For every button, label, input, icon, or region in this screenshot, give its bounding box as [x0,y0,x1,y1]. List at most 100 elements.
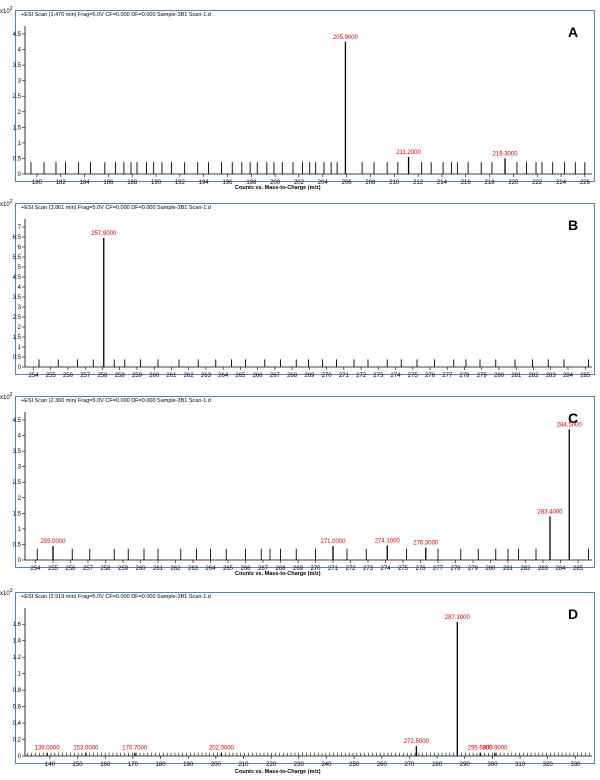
x-tick-label: 202 [294,180,305,186]
y-tick-label: 2 [18,496,22,502]
x-tick-label: 210 [389,180,400,186]
x-tick-label: 150 [73,762,84,768]
y-tick-label: 1 [18,345,22,351]
x-tick-label: 258 [97,373,108,379]
x-axis-title: Counts vs. Mass-to-Charge (m/z) [235,769,321,775]
y-tick-label: 1.6 [13,622,22,628]
peak-label: 284.5000 [557,422,583,428]
x-tick-label: 282 [528,373,539,379]
x-tick-label: 170 [128,762,139,768]
x-tick-label: 196 [222,180,233,186]
plot-frame [15,203,595,375]
peak-label: 276.3000 [413,541,439,547]
x-tick-label: 280 [432,762,443,768]
x-tick-label: 263 [188,566,199,572]
spectrum-chart: 0 0.5 1 1.5 2 2.5 3 3.5 4 4.5 5 5.5 6 6.5 7 254 255 256 25… [13,219,592,379]
spectrum-panel-a: x102 +ESI Scan (1.470 min) Frag=5.0V CF=… [0,2,600,192]
x-tick-label: 268 [287,373,298,379]
x-tick-label: 226 [580,180,591,186]
x-axis-title: Counts vs. Mass-to-Charge (m/z) [235,571,321,577]
x-tick-label: 270 [322,373,333,379]
y-tick-label: 6 [18,245,22,251]
panel-letter: D [568,606,579,622]
x-tick-label: 265 [223,566,234,572]
x-tick-label: 273 [373,373,384,379]
scan-title: +ESI Scan (2.360 min) Frag=5.0V CF=0.000… [21,398,211,404]
x-tick-label: 210 [238,762,249,768]
spectrum-panel-b: x102 +ESI Scan (3.861 min) Frag=5.0V CF=… [0,195,600,385]
x-tick-label: 276 [425,373,436,379]
x-tick-label: 281 [511,373,522,379]
x-tick-label: 188 [127,180,138,186]
x-tick-label: 330 [570,762,581,768]
scan-title: +ESI Scan (3.861 min) Frag=5.0V CF=0.000… [21,205,211,211]
x-tick-label: 270 [404,762,415,768]
x-tick-label: 214 [437,180,448,186]
x-tick-label: 258 [100,566,111,572]
peak-label: 283.4000 [537,509,563,515]
y-tick-label: 3.5 [13,63,22,69]
peak-label: 255.0000 [40,539,66,545]
y-tick-label: 7 [18,225,22,231]
x-tick-label: 256 [65,566,76,572]
x-tick-label: 275 [398,566,409,572]
x-tick-label: 264 [205,566,216,572]
x-tick-label: 255 [48,566,59,572]
peak-label: 139.0000 [35,746,61,752]
x-tick-label: 184 [80,180,91,186]
x-tick-label: 260 [377,762,388,768]
x-tick-label: 284 [563,373,574,379]
x-tick-label: 198 [246,180,257,186]
y-tick-label: 2.5 [13,480,22,486]
x-tick-label: 266 [240,566,251,572]
x-tick-label: 284 [555,566,566,572]
y-tick-label: 1 [18,527,22,533]
x-tick-label: 285 [580,373,591,379]
x-tick-label: 274 [380,566,391,572]
x-tick-label: 276 [415,566,426,572]
y-tick-label: 0.4 [13,721,22,727]
x-tick-label: 263 [201,373,212,379]
x-tick-label: 180 [32,180,43,186]
x-tick-label: 180 [156,762,167,768]
x-tick-label: 268 [275,566,286,572]
y-tick-label: 4 [18,48,22,54]
peak-label: 202.0000 [209,746,235,752]
peak-label: 170.7000 [122,746,148,752]
plot-frame [15,592,595,764]
x-tick-label: 186 [103,180,114,186]
y-tick-label: 4.5 [13,32,22,38]
y-tick-label: 0 [18,558,22,564]
x-tick-label: 272 [356,373,367,379]
y-tick-label: 0.2 [13,738,22,744]
x-tick-label: 240 [321,762,332,768]
x-axis-title: Counts vs. Mass-to-Charge (m/z) [235,185,321,191]
spectrum-panel-c: x102 +ESI Scan (2.360 min) Frag=5.0V CF=… [0,388,600,578]
y-tick-label: 0 [18,754,22,760]
x-tick-label: 267 [270,373,281,379]
y-tick-label: 3.5 [13,449,22,455]
x-tick-label: 277 [442,373,453,379]
x-tick-label: 200 [211,762,222,768]
x-tick-label: 260 [149,373,160,379]
y-tick-label: 0.5 [13,156,22,162]
x-tick-label: 190 [183,762,194,768]
x-tick-label: 257 [83,566,94,572]
x-tick-label: 272 [345,566,356,572]
spectrum-chart: 0 0.5 1 1.5 2 2.5 3 3.5 4 4.5 180 182 184 186 188 190 19… [13,26,592,186]
peak-label: 287.3000 [445,615,471,621]
spectrum-chart: 0 0.2 0.4 0.6 0.8 1 1.2 1.4 1.6 140 150 160 170 180 19… [13,608,592,768]
x-tick-label: 259 [118,566,129,572]
x-tick-label: 279 [468,566,479,572]
x-tick-label: 259 [132,373,143,379]
x-tick-label: 190 [151,180,162,186]
x-tick-label: 222 [532,180,543,186]
x-tick-label: 264 [218,373,229,379]
x-tick-label: 182 [56,180,67,186]
x-tick-label: 261 [153,566,164,572]
y-tick-label: 1.5 [13,125,22,131]
y-tick-label: 3.5 [13,295,22,301]
x-tick-label: 270 [310,566,321,572]
x-tick-label: 262 [170,566,181,572]
x-tick-label: 281 [503,566,514,572]
